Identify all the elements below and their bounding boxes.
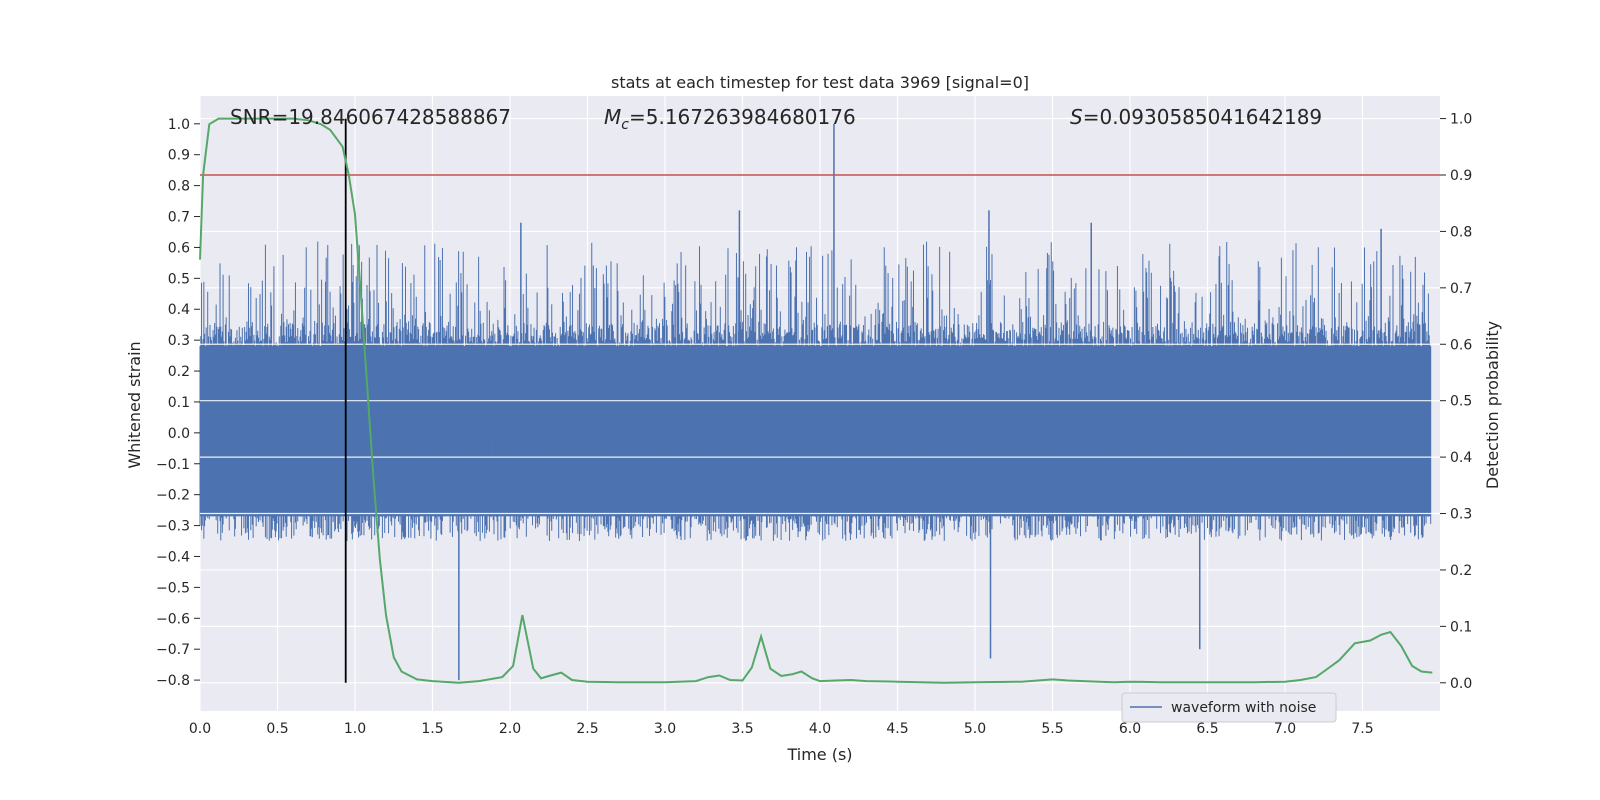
x-axis: 0.0 0.5 1.0 1.5 2.0 2.5 3.0 3.5 4.0 4.5 5.0 5.5 6.0 6… bbox=[189, 721, 1374, 737]
chart-title: stats at each timestep for test data 396… bbox=[611, 73, 1029, 92]
mc-annotation: Mc=5.167263984680176 bbox=[604, 105, 856, 133]
y-tick-label-0: −0.8 bbox=[156, 673, 190, 689]
y-tick-label-3: −0.5 bbox=[156, 580, 190, 596]
x-tick-label-13: 6.5 bbox=[1196, 721, 1218, 737]
snr-value: 19.846067428588867 bbox=[288, 105, 511, 129]
y-tick-label-14: 0.6 bbox=[168, 240, 190, 256]
waveform-noise bbox=[199, 241, 1432, 541]
mc-subscript: c bbox=[621, 117, 629, 133]
y-tick-label-11: 0.3 bbox=[168, 333, 190, 349]
legend-label: waveform with noise bbox=[1171, 700, 1316, 716]
y-tick-label-18: 1.0 bbox=[168, 117, 190, 133]
y2-axis-label: Detection probability bbox=[1483, 321, 1502, 489]
y-tick-label-17: 0.9 bbox=[168, 148, 190, 164]
y-tick-label-5: −0.3 bbox=[156, 519, 190, 535]
y2-tick-label-5: 0.5 bbox=[1450, 394, 1472, 410]
y2-tick-label-8: 0.8 bbox=[1450, 224, 1472, 240]
snr-label: SNR bbox=[230, 105, 272, 129]
snr-equals: = bbox=[272, 105, 289, 129]
y-tick-label-7: −0.1 bbox=[156, 457, 190, 473]
y-tick-label-6: −0.2 bbox=[156, 488, 190, 504]
legend: waveform with noise bbox=[1121, 692, 1337, 723]
y-tick-label-12: 0.4 bbox=[168, 302, 190, 318]
x-axis-label: Time (s) bbox=[786, 745, 852, 764]
mc-value: 5.167263984680176 bbox=[646, 105, 856, 129]
x-tick-label-6: 3.0 bbox=[654, 721, 676, 737]
x-tick-label-2: 1.0 bbox=[344, 721, 366, 737]
legend-box bbox=[1121, 692, 1337, 723]
y-tick-label-9: 0.1 bbox=[168, 395, 190, 411]
s-annotation: S=0.0930585041642189 bbox=[1070, 105, 1322, 129]
y-tick-label-10: 0.2 bbox=[168, 364, 190, 380]
x-tick-label-8: 4.0 bbox=[809, 721, 831, 737]
y-axis-right: 0.0 0.1 0.2 0.3 0.4 0.5 0.6 0.7 0.8 0.9 1.0 bbox=[1440, 112, 1472, 692]
x-tick-label-1: 0.5 bbox=[266, 721, 288, 737]
y-tick-label-4: −0.4 bbox=[156, 549, 190, 565]
y2-tick-label-9: 0.9 bbox=[1450, 168, 1472, 184]
x-tick-label-14: 7.0 bbox=[1274, 721, 1296, 737]
y2-tick-label-2: 0.2 bbox=[1450, 563, 1472, 579]
x-tick-label-5: 2.5 bbox=[576, 721, 598, 737]
detection-probability-line bbox=[199, 117, 1433, 684]
x-tick-label-9: 4.5 bbox=[886, 721, 908, 737]
y-axis-left: −0.8 −0.7 −0.6 −0.5 −0.4 −0.3 −0.2 −0.1 0.0 0.1 0.… bbox=[156, 117, 200, 689]
waveform-series bbox=[199, 123, 1432, 681]
overlay bbox=[199, 117, 1440, 684]
s-equals: = bbox=[1083, 105, 1100, 129]
y2-tick-label-6: 0.6 bbox=[1450, 337, 1472, 353]
s-label: S bbox=[1070, 105, 1083, 129]
y-axis-label: Whitened strain bbox=[125, 341, 144, 468]
y2-tick-label-7: 0.7 bbox=[1450, 281, 1472, 297]
mc-equals: = bbox=[629, 105, 646, 129]
snr-annotation: SNR=19.846067428588867 bbox=[230, 105, 511, 129]
y-tick-label-13: 0.5 bbox=[168, 271, 190, 287]
x-tick-label-0: 0.0 bbox=[189, 721, 211, 737]
x-tick-label-4: 2.0 bbox=[499, 721, 521, 737]
y2-tick-label-10: 1.0 bbox=[1450, 112, 1472, 128]
y-tick-label-2: −0.6 bbox=[156, 611, 190, 627]
x-tick-label-3: 1.5 bbox=[421, 721, 443, 737]
y2-tick-label-1: 0.1 bbox=[1450, 619, 1472, 635]
x-tick-label-15: 7.5 bbox=[1351, 721, 1373, 737]
y-tick-label-8: 0.0 bbox=[168, 426, 190, 442]
y-tick-label-1: −0.7 bbox=[156, 642, 190, 658]
y2-tick-label-0: 0.0 bbox=[1450, 676, 1472, 692]
x-tick-label-10: 5.0 bbox=[964, 721, 986, 737]
x-tick-label-11: 5.5 bbox=[1041, 721, 1063, 737]
mc-label: M bbox=[604, 105, 621, 129]
y2-tick-label-4: 0.4 bbox=[1450, 450, 1472, 466]
y-tick-label-16: 0.8 bbox=[168, 179, 190, 195]
s-value: 0.0930585041642189 bbox=[1099, 105, 1322, 129]
x-tick-label-12: 6.0 bbox=[1119, 721, 1141, 737]
y2-tick-label-3: 0.3 bbox=[1450, 507, 1472, 523]
y-tick-label-15: 0.7 bbox=[168, 210, 190, 226]
x-tick-label-7: 3.5 bbox=[731, 721, 753, 737]
